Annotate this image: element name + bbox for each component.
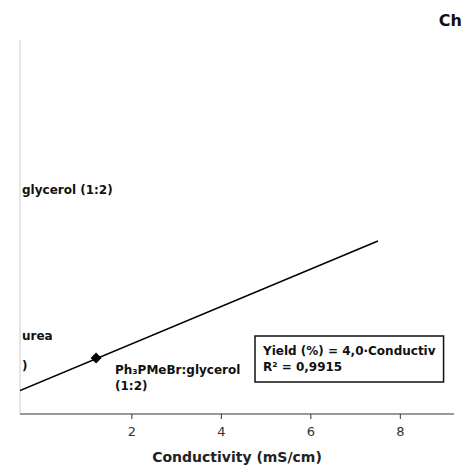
x-tick	[310, 414, 311, 419]
chart: 2 4 6 8 Conductivity (mS/cm) glycerol (1:2) Ph…	[0, 0, 474, 474]
x-tick-label: 4	[217, 424, 225, 439]
equation-text: R² = 0,9915	[263, 360, 342, 374]
data-point	[91, 352, 102, 363]
annotation: (1:2)	[115, 379, 147, 393]
plot-marks	[20, 241, 378, 391]
equation-frame	[255, 336, 444, 382]
annotation: urea	[22, 329, 53, 343]
x-tick-label: 8	[396, 424, 404, 439]
x-axis-line	[20, 414, 454, 415]
title: Ch	[439, 11, 462, 30]
equation-box: Yield (%) = 4,0·Conductiv R² = 0,9915	[255, 336, 444, 382]
x-tick-label: 2	[128, 424, 136, 439]
x-tick	[221, 414, 222, 419]
annotation: glycerol (1:2)	[22, 183, 113, 197]
y-axis-line	[20, 40, 21, 414]
annotation: Ph₃PMeBr:glycerol	[115, 363, 240, 377]
background	[0, 0, 474, 474]
x-tick-label: 6	[307, 424, 315, 439]
x-tick	[400, 414, 401, 419]
annotation: )	[22, 359, 27, 373]
x-axis-label: Conductivity (mS/cm)	[152, 449, 322, 465]
regression-line	[20, 241, 378, 391]
x-tick	[131, 414, 132, 419]
equation-text: Yield (%) = 4,0·Conductiv	[262, 344, 436, 358]
